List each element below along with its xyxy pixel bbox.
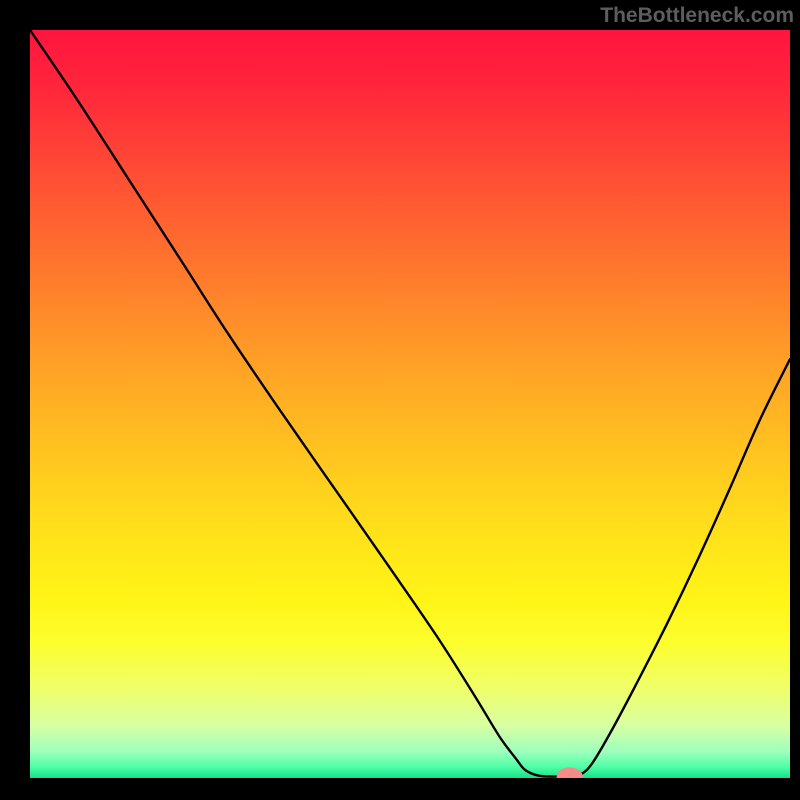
bottleneck-chart <box>30 30 790 778</box>
chart-stage: TheBottleneck.com <box>0 0 800 800</box>
frame-left <box>0 0 30 800</box>
watermark-text: TheBottleneck.com <box>600 4 794 28</box>
gradient-background <box>30 30 790 778</box>
frame-bottom <box>0 778 800 800</box>
frame-right <box>790 0 800 800</box>
